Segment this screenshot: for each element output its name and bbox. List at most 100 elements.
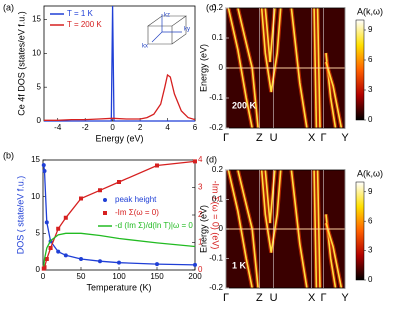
x-tick-label: 50 bbox=[77, 272, 86, 281]
x-tick-label: U bbox=[270, 292, 278, 304]
y-axis-label: Energy (eV) bbox=[198, 44, 208, 92]
marker bbox=[48, 246, 53, 250]
y2-tick-label: 3 bbox=[198, 183, 203, 192]
x-tick-label: 0 bbox=[41, 272, 46, 281]
x-tick-label: Γ bbox=[223, 292, 229, 304]
y2-tick-label: 2 bbox=[198, 210, 203, 219]
marker bbox=[193, 262, 197, 267]
legend-marker bbox=[103, 211, 107, 215]
x-tick-label: Z bbox=[256, 292, 263, 304]
legend-label: peak height bbox=[115, 195, 157, 204]
marker bbox=[56, 226, 61, 231]
x-tick-label: 150 bbox=[150, 272, 164, 281]
panel-label: (b) bbox=[3, 150, 14, 160]
band bbox=[264, 8, 276, 63]
x-tick-label: 200 bbox=[188, 272, 202, 281]
y2-tick-label: 0 bbox=[198, 265, 203, 274]
colorbar-tick-label: 6 bbox=[368, 216, 373, 225]
colorbar-tick-label: 6 bbox=[368, 55, 373, 64]
x-axis-label: Energy (eV) bbox=[95, 133, 143, 143]
x-tick-label: 100 bbox=[112, 272, 126, 281]
y-tick-label: 15 bbox=[31, 155, 40, 164]
y-tick-label: 0 bbox=[219, 63, 224, 72]
marker bbox=[56, 249, 61, 254]
marker bbox=[98, 259, 102, 264]
marker bbox=[63, 253, 68, 258]
band bbox=[325, 222, 343, 288]
marker bbox=[98, 188, 102, 193]
marker bbox=[44, 220, 49, 225]
inset-label: kx bbox=[142, 44, 148, 50]
band bbox=[290, 8, 308, 128]
band bbox=[260, 170, 282, 253]
marker bbox=[44, 257, 49, 261]
temperature-label: 1 K bbox=[232, 260, 247, 270]
marker bbox=[79, 257, 83, 261]
marker bbox=[193, 159, 197, 164]
colorbar-tick-label: 3 bbox=[368, 85, 373, 94]
x-tick-label: 4 bbox=[165, 123, 170, 132]
y-axis-label: Ce 4f DOS (states/eV f.u.) bbox=[16, 11, 26, 116]
y-tick-label: 5 bbox=[37, 82, 42, 91]
x-axis-label: Temperature (K) bbox=[86, 282, 151, 292]
colorbar-tick-label: 9 bbox=[368, 25, 373, 34]
y-tick-label: 0 bbox=[36, 265, 41, 274]
x-tick-label: -2 bbox=[82, 123, 90, 132]
x-tick-label: Γ bbox=[321, 132, 327, 144]
x-tick-label: X bbox=[308, 132, 316, 144]
inset-label: ky bbox=[184, 27, 190, 33]
band bbox=[227, 170, 253, 288]
x-tick-label: Γ bbox=[321, 292, 327, 304]
x-tick-label: Z bbox=[256, 132, 263, 144]
y-axis-label: Energy (eV) bbox=[198, 205, 208, 253]
y-tick-label: 0.2 bbox=[212, 165, 224, 174]
marker bbox=[117, 180, 121, 184]
legend-label: -Im Σ(ω = 0) bbox=[115, 208, 159, 217]
marker bbox=[79, 196, 83, 201]
panel-label: (d) bbox=[206, 154, 217, 164]
y-tick-label: -0.1 bbox=[209, 93, 223, 102]
band bbox=[237, 8, 259, 128]
colorbar-label: A(k,ω) bbox=[357, 168, 383, 178]
y2-tick-label: 1 bbox=[198, 238, 203, 247]
x-tick-label: 0 bbox=[110, 123, 115, 132]
panel-label: (c) bbox=[206, 2, 217, 12]
band bbox=[227, 8, 253, 128]
colorbar bbox=[355, 181, 365, 281]
series-line bbox=[44, 5, 195, 122]
x-tick-label: 6 bbox=[193, 123, 198, 132]
y-tick-label: 15 bbox=[32, 15, 41, 24]
legend-label: -d (Im Σ)/d(ln T)|ω = 0 bbox=[115, 221, 193, 230]
spectral-map bbox=[226, 8, 345, 128]
x-tick-label: Γ bbox=[223, 132, 229, 144]
y-axis-label: DOS ( state/eV f.u.) bbox=[15, 176, 25, 255]
y-tick-label: 0.1 bbox=[212, 195, 224, 204]
marker bbox=[63, 215, 68, 220]
marker bbox=[155, 262, 159, 267]
x-tick-label: U bbox=[270, 132, 278, 144]
y-tick-label: 0 bbox=[37, 116, 42, 125]
marker bbox=[42, 169, 47, 173]
x-tick-label: -4 bbox=[54, 123, 62, 132]
y-tick-label: 10 bbox=[32, 48, 41, 57]
colorbar-tick-label: 9 bbox=[368, 187, 373, 196]
band bbox=[325, 61, 343, 128]
y-tick-label: 10 bbox=[31, 192, 40, 201]
temperature-label: 200 K bbox=[232, 100, 257, 110]
inset-box bbox=[147, 15, 187, 45]
band bbox=[260, 8, 282, 93]
y-tick-label: 0.2 bbox=[212, 3, 224, 12]
marker bbox=[41, 163, 46, 168]
y-tick-label: 0 bbox=[219, 224, 224, 233]
x-tick-label: Y bbox=[341, 292, 349, 304]
band bbox=[290, 170, 308, 288]
marker bbox=[155, 163, 159, 168]
panel-label: (a) bbox=[3, 2, 14, 12]
y-tick-label: -0.2 bbox=[209, 123, 223, 132]
legend-label: T = 1 K bbox=[67, 9, 94, 18]
colorbar-tick-label: 0 bbox=[368, 275, 373, 284]
x-tick-label: 2 bbox=[138, 123, 143, 132]
marker bbox=[117, 260, 121, 265]
inset-axes bbox=[151, 14, 182, 43]
